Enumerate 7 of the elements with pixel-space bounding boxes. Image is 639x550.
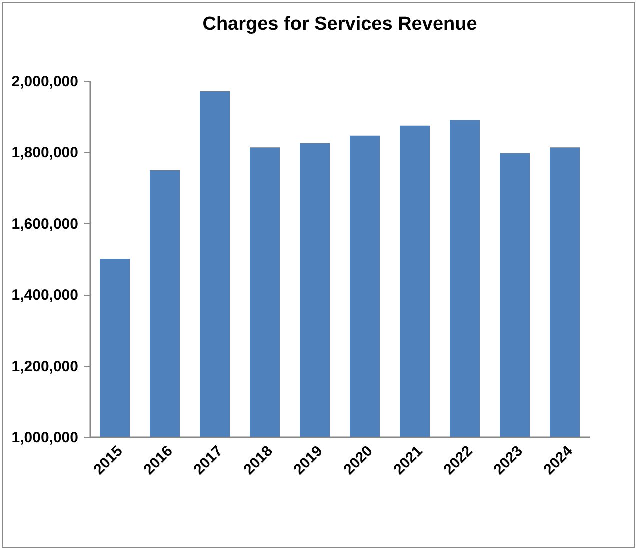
chart-title: Charges for Services Revenue	[202, 14, 478, 35]
y-tick-label: 1,800,000	[12, 144, 78, 162]
y-tick-label: 2,000,000	[12, 74, 78, 90]
y-tick-label: 1,600,000	[12, 216, 78, 233]
y-tick-label: 1,200,000	[12, 358, 78, 376]
y-tick-label: 1,400,000	[12, 287, 78, 304]
y-tick-label: 1,000,000	[12, 430, 78, 446]
